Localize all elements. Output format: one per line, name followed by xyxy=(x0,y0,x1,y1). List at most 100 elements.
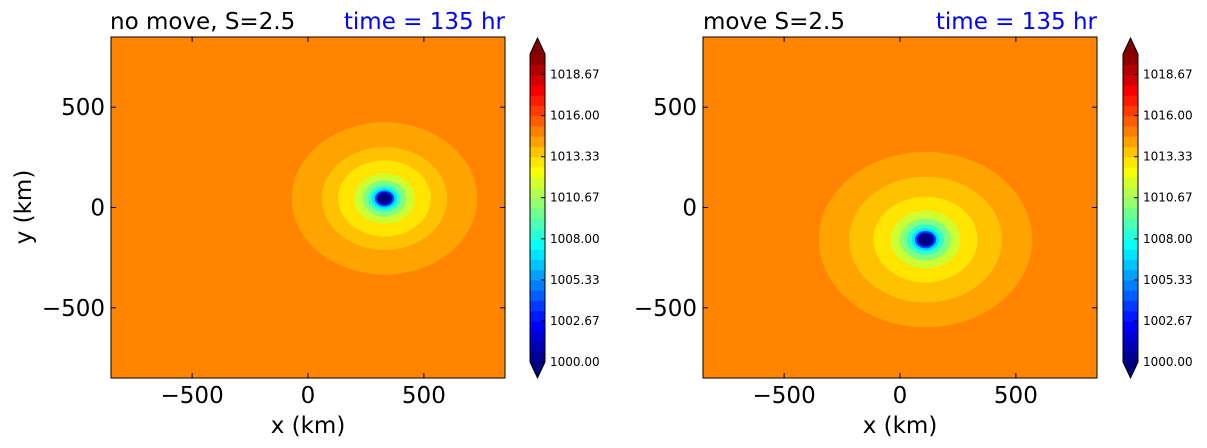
colorbar-tick-label: 1005.33 xyxy=(1143,273,1193,287)
colorbar-band xyxy=(530,331,545,343)
colorbar-band xyxy=(530,279,545,291)
x-tick-label: 0 xyxy=(301,383,316,409)
panel-left-colorbar-ticks: 1000.00 1002.67 1005.33 1008.00 1010.67 1013.… xyxy=(541,67,600,369)
colorbar-band xyxy=(1123,64,1138,76)
colorbar-band xyxy=(1123,269,1138,281)
x-tick-label: 0 xyxy=(893,383,908,409)
panel-left-plot-area xyxy=(110,36,506,379)
y-tick-label: 0 xyxy=(682,196,697,222)
colorbar-band xyxy=(530,74,545,86)
colorbar-band xyxy=(530,310,545,322)
panel-left-y-axis-label: y (km) xyxy=(11,170,37,245)
colorbar-band xyxy=(1123,156,1138,168)
panel-right: move S=2.5 time = 135 hr −500 0 500 −500 0 5… xyxy=(634,9,1193,439)
panel-left-time-label: time = 135 hr xyxy=(344,9,506,35)
colorbar-band xyxy=(530,95,545,106)
y-tick-label: 0 xyxy=(90,196,105,222)
colorbar-band xyxy=(1123,279,1138,291)
panel-right-colorbar-ticks: 1000.00 1002.67 1005.33 1008.00 1010.67 1013.… xyxy=(1134,67,1193,369)
colorbar-tick-label: 1008.00 xyxy=(1143,232,1193,246)
colorbar-band xyxy=(1123,54,1138,65)
colorbar-band xyxy=(1123,197,1138,209)
colorbar-extend-max-arrow xyxy=(530,38,545,54)
colorbar-extend-max-arrow xyxy=(1123,38,1138,54)
colorbar-band xyxy=(530,351,545,363)
colorbar-extend-min-arrow xyxy=(530,362,545,378)
colorbar-band xyxy=(1123,105,1138,117)
colorbar-band xyxy=(530,238,545,250)
colorbar-tick-label: 1016.00 xyxy=(1143,109,1193,123)
colorbar-band xyxy=(530,290,545,301)
colorbar-band xyxy=(530,115,545,127)
colorbar-band xyxy=(1123,310,1138,322)
colorbar-band xyxy=(1123,187,1138,199)
colorbar-band xyxy=(530,269,545,281)
panel-right-colorbar xyxy=(1122,36,1139,380)
colorbar-band xyxy=(530,218,545,230)
y-tick-label: −500 xyxy=(42,296,105,322)
colorbar-tick-label: 1002.67 xyxy=(550,314,600,328)
colorbar-band xyxy=(530,177,545,189)
colorbar-band xyxy=(1123,300,1138,312)
colorbar-band xyxy=(530,197,545,209)
colorbar-band xyxy=(1123,166,1138,178)
panel-left: no move, S=2.5 time = 135 hr −500 0 500 −5… xyxy=(11,9,600,439)
colorbar-band xyxy=(530,249,545,260)
colorbar-band xyxy=(530,300,545,312)
colorbar-band xyxy=(530,105,545,117)
x-tick-label: 500 xyxy=(994,383,1038,409)
colorbar-band xyxy=(530,341,545,353)
colorbar-band xyxy=(1123,208,1138,219)
colorbar-tick-label: 1018.67 xyxy=(1143,67,1193,81)
colorbar-band xyxy=(1123,177,1138,189)
colorbar-band xyxy=(1123,259,1138,271)
colorbar-band xyxy=(1123,95,1138,106)
panel-left-y-ticks: −500 0 500 xyxy=(42,95,505,322)
panel-right-title: move S=2.5 xyxy=(703,9,845,35)
colorbar-band xyxy=(1123,136,1138,147)
y-tick-label: 500 xyxy=(61,95,105,121)
colorbar-extend-min-arrow xyxy=(1123,362,1138,378)
colorbar-tick-label: 1010.67 xyxy=(550,191,600,205)
colorbar-tick-label: 1002.67 xyxy=(1143,314,1193,328)
panel-right-plot-area xyxy=(702,36,1098,379)
x-tick-label: −500 xyxy=(161,383,224,409)
panel-right-x-ticks: −500 0 500 xyxy=(753,37,1038,409)
colorbar-band xyxy=(1123,84,1138,96)
colorbar-band xyxy=(1123,331,1138,343)
colorbar-band xyxy=(1123,290,1138,301)
colorbar-band xyxy=(530,146,545,158)
colorbar-band xyxy=(1123,115,1138,127)
colorbar-band xyxy=(1123,238,1138,250)
colorbar-band xyxy=(530,54,545,65)
colorbar-tick-label: 1013.33 xyxy=(550,150,600,164)
y-tick-label: −500 xyxy=(634,296,697,322)
colorbar-band xyxy=(1123,125,1138,137)
colorbar-band xyxy=(530,208,545,219)
colorbar-tick-label: 1018.67 xyxy=(550,67,600,81)
colorbar-band xyxy=(530,228,545,240)
colorbar-band xyxy=(530,259,545,271)
panel-left-colorbar xyxy=(529,36,546,380)
x-tick-label: 500 xyxy=(402,383,446,409)
colorbar-tick-label: 1010.67 xyxy=(1143,191,1193,205)
panel-right-time-label: time = 135 hr xyxy=(936,9,1098,35)
colorbar-band xyxy=(530,187,545,199)
colorbar-outline xyxy=(529,36,546,380)
colorbar-band xyxy=(1123,249,1138,260)
colorbar-band xyxy=(1123,74,1138,86)
x-tick-label: −500 xyxy=(753,383,816,409)
colorbar-band xyxy=(530,125,545,137)
colorbar-tick-label: 1000.00 xyxy=(550,355,600,369)
colorbar-band xyxy=(1123,351,1138,363)
colorbar-band xyxy=(1123,228,1138,240)
y-tick-label: 500 xyxy=(653,95,697,121)
colorbar-outline xyxy=(1122,36,1139,380)
colorbar-band xyxy=(1123,146,1138,158)
colorbar-band xyxy=(530,156,545,168)
colorbar-band xyxy=(1123,218,1138,230)
colorbar-tick-label: 1000.00 xyxy=(1143,355,1193,369)
colorbar-band xyxy=(1123,320,1138,332)
colorbar-band xyxy=(530,84,545,96)
